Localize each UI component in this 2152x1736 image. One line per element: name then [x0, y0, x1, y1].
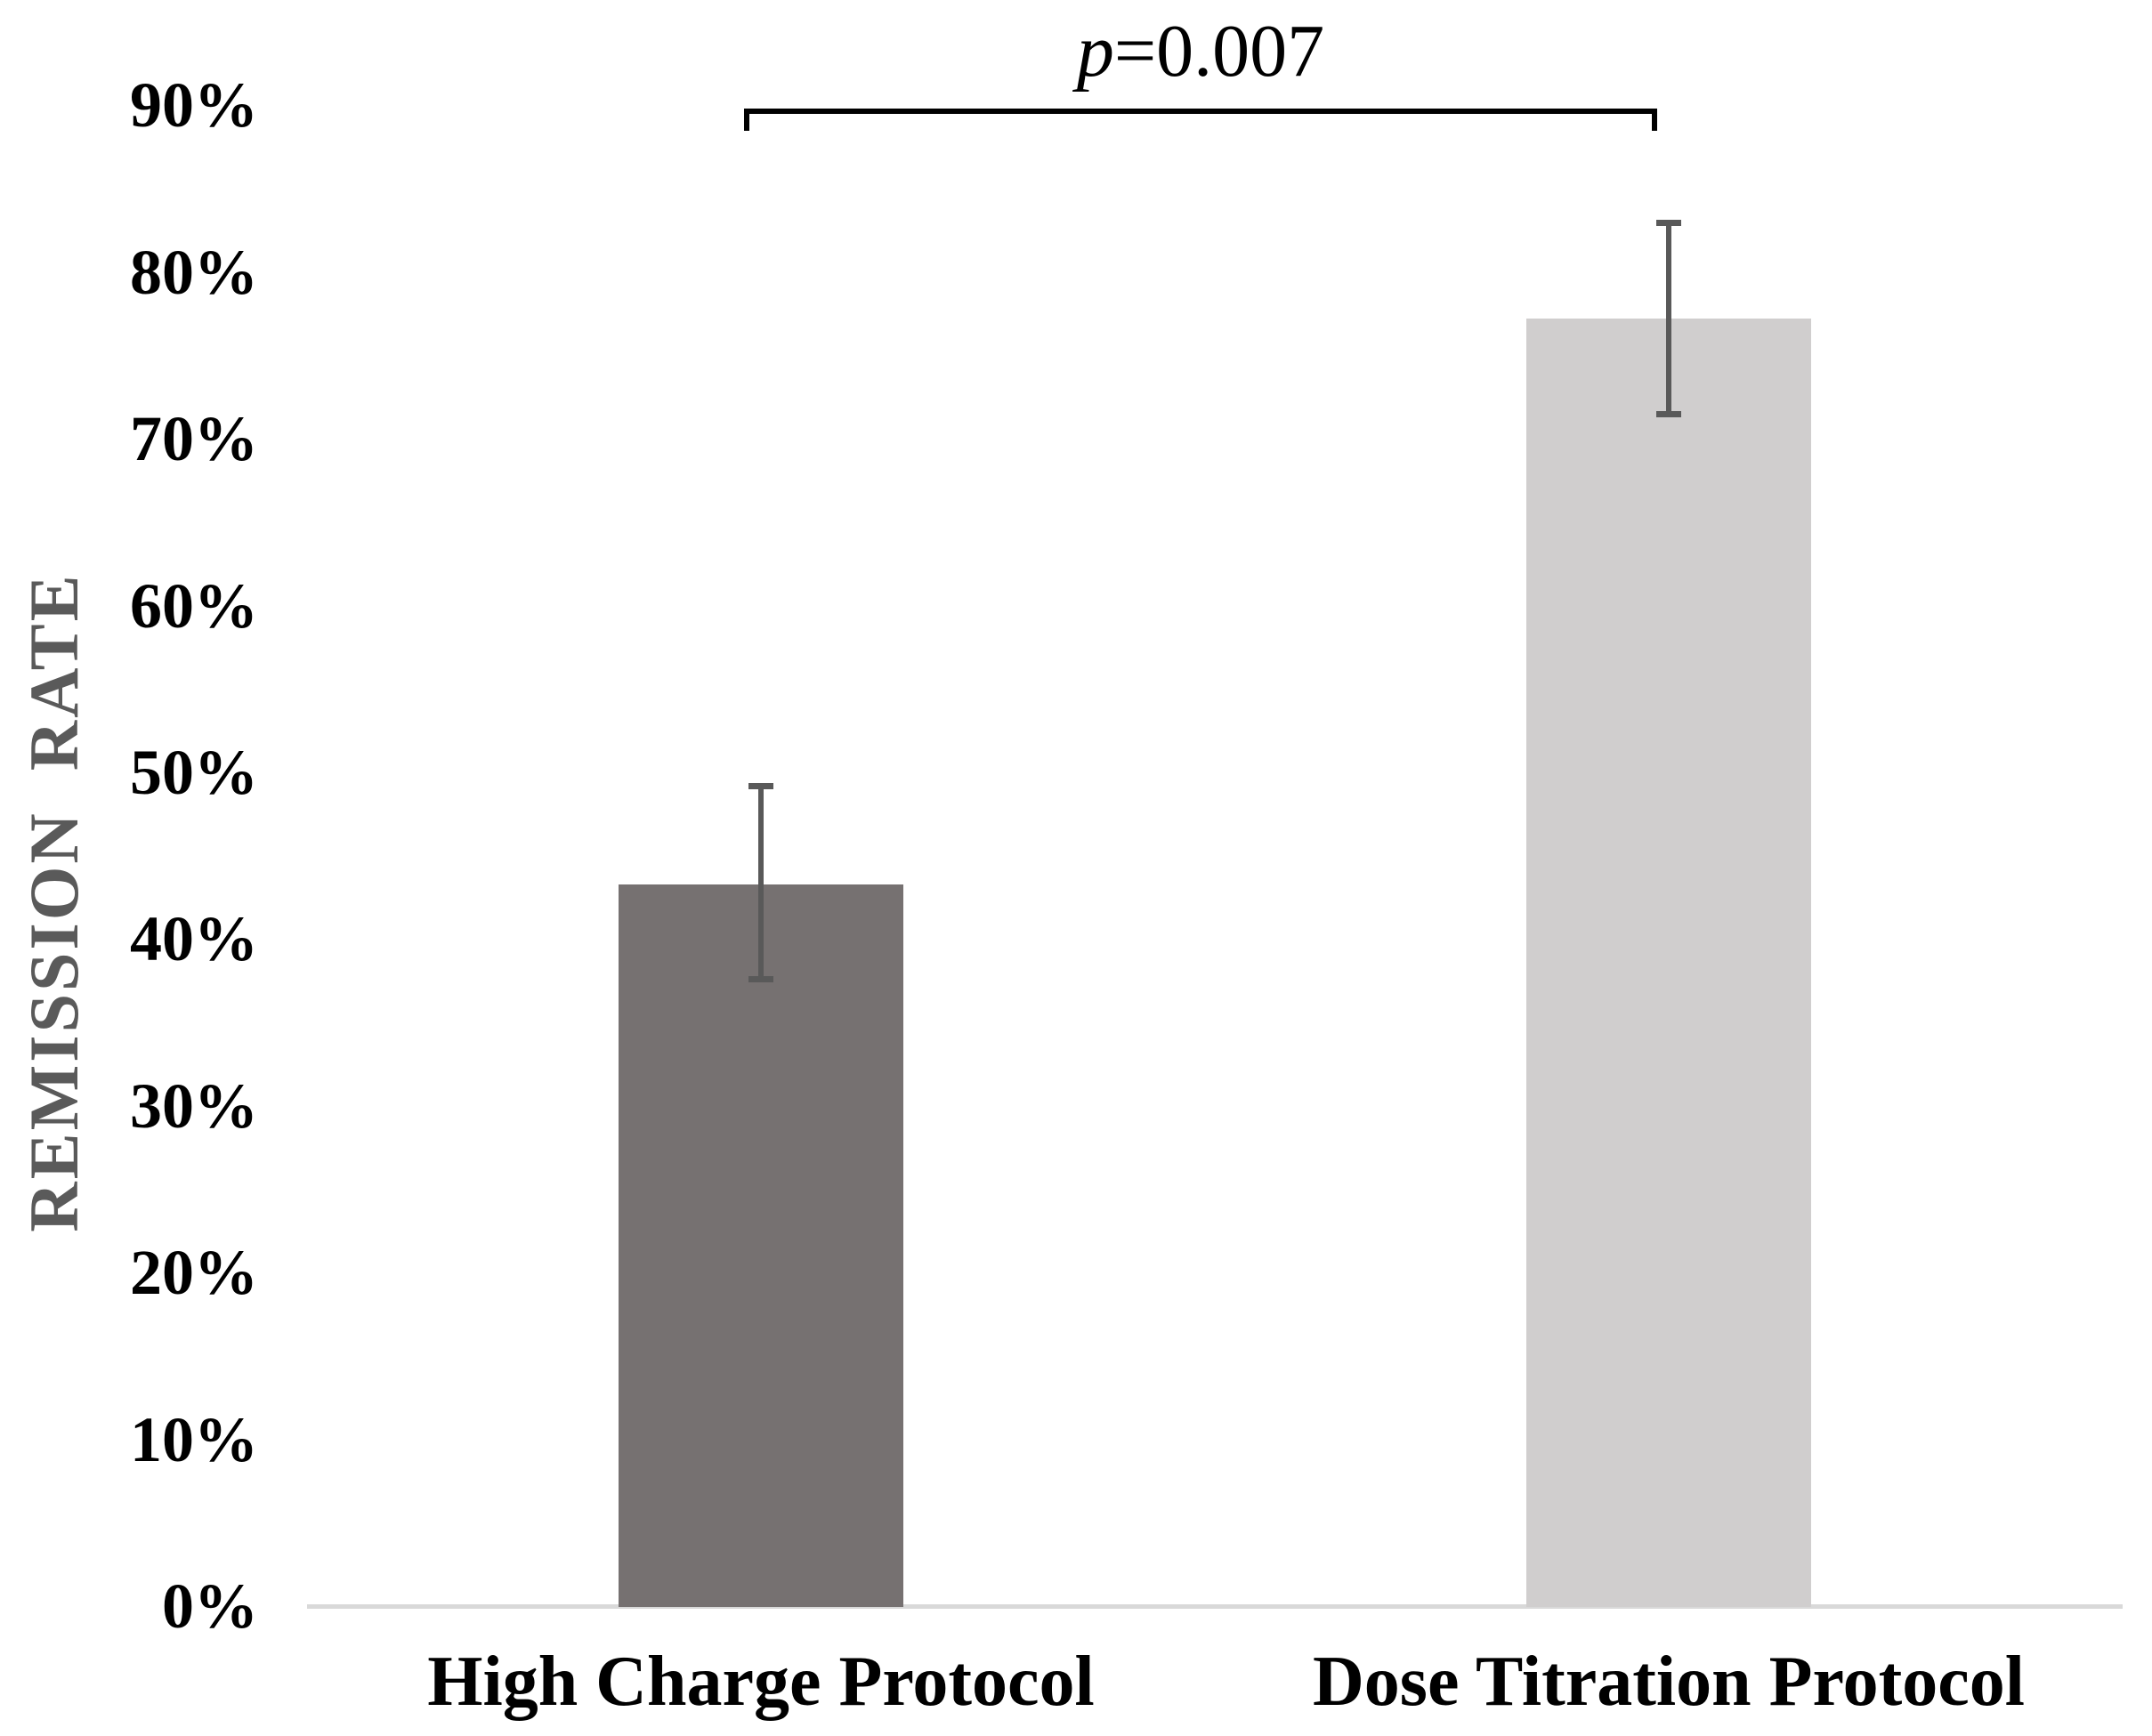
x-axis-line [307, 1604, 2123, 1609]
y-tick-label: 20% [130, 1237, 258, 1309]
significance-bracket-tick [744, 109, 749, 131]
y-tick-label: 70% [130, 403, 258, 475]
x-category-label-dose-titration-protocol: Dose Titration Protocol [1313, 1643, 2025, 1721]
error-bar-line [1666, 222, 1671, 415]
y-tick-label: 10% [130, 1403, 258, 1475]
y-tick-label: 60% [130, 569, 258, 642]
y-tick-label: 0% [162, 1570, 258, 1642]
significance-bracket-tick [1652, 109, 1657, 131]
y-tick-label: 30% [130, 1070, 258, 1142]
error-bar-cap [748, 976, 773, 983]
p-value-number: =0.007 [1113, 10, 1325, 93]
x-category-label-high-charge-protocol: High Charge Protocol [427, 1643, 1095, 1721]
bar-high-charge-protocol [619, 884, 903, 1607]
p-value-annotation: p=0.007 [845, 7, 1557, 96]
y-tick-label: 90% [130, 69, 258, 141]
y-tick-label: 40% [130, 903, 258, 975]
p-value-symbol: p [1076, 10, 1114, 93]
error-bar-cap [1656, 219, 1681, 226]
y-tick-label: 80% [130, 236, 258, 308]
significance-bracket [744, 109, 1657, 114]
error-bar-cap [1656, 411, 1681, 418]
error-bar-line [758, 785, 764, 980]
y-tick-label: 50% [130, 737, 258, 808]
bar-dose-titration-protocol [1526, 319, 1811, 1607]
error-bar-cap [748, 782, 773, 789]
